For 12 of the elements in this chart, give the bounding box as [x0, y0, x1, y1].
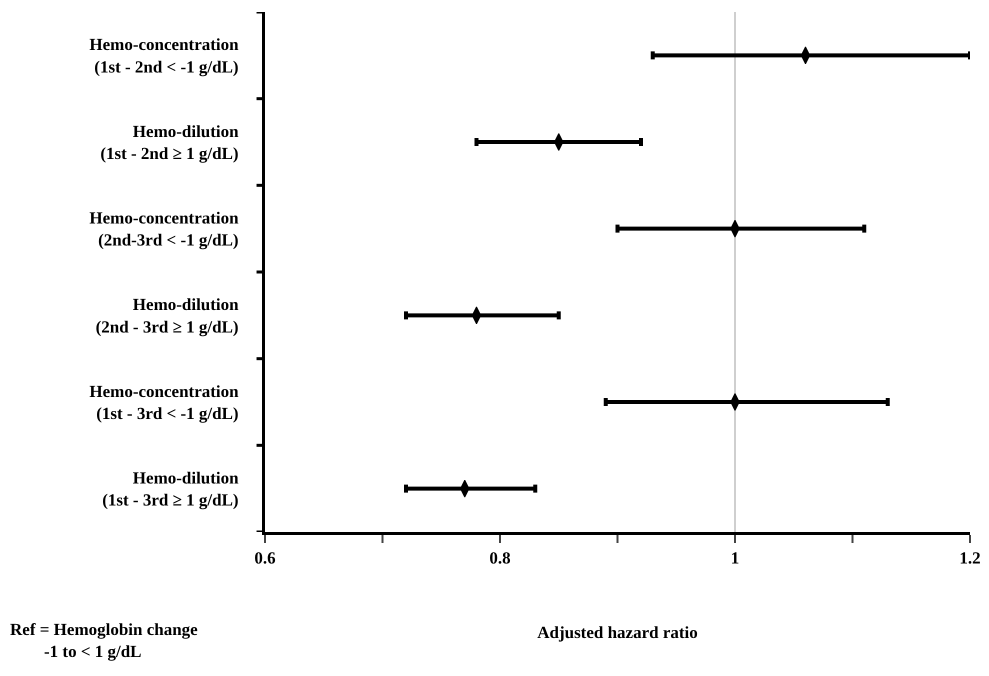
x-tick-label: 1.2	[959, 548, 981, 568]
x-tick-label: 1	[730, 548, 740, 568]
x-axis-title: Adjusted hazard ratio	[537, 622, 698, 642]
y-tick-label: Hemo-concentration (1st - 3rd < -1 g/dL)	[89, 382, 240, 423]
y-tick-label: Hemo-dilution (2nd - 3rd ≥ 1 g/dL)	[96, 295, 240, 336]
y-tick-label: Hemo-dilution (1st - 3rd ≥ 1 g/dL)	[102, 468, 240, 510]
x-tick-label: 0.6	[254, 548, 276, 568]
y-tick-label: Hemo-concentration (1st - 2nd < -1 g/dL)	[89, 35, 240, 76]
y-tick-label: Hemo-concentration (2nd-3rd < -1 g/dL)	[89, 208, 240, 250]
y-tick-label: Hemo-dilution (1st - 2nd ≥ 1 g/dL)	[100, 122, 240, 163]
x-tick-label: 0.8	[489, 548, 511, 568]
text: Ref = Hemoglobin change -1 to < 1 g/dL	[10, 620, 198, 662]
